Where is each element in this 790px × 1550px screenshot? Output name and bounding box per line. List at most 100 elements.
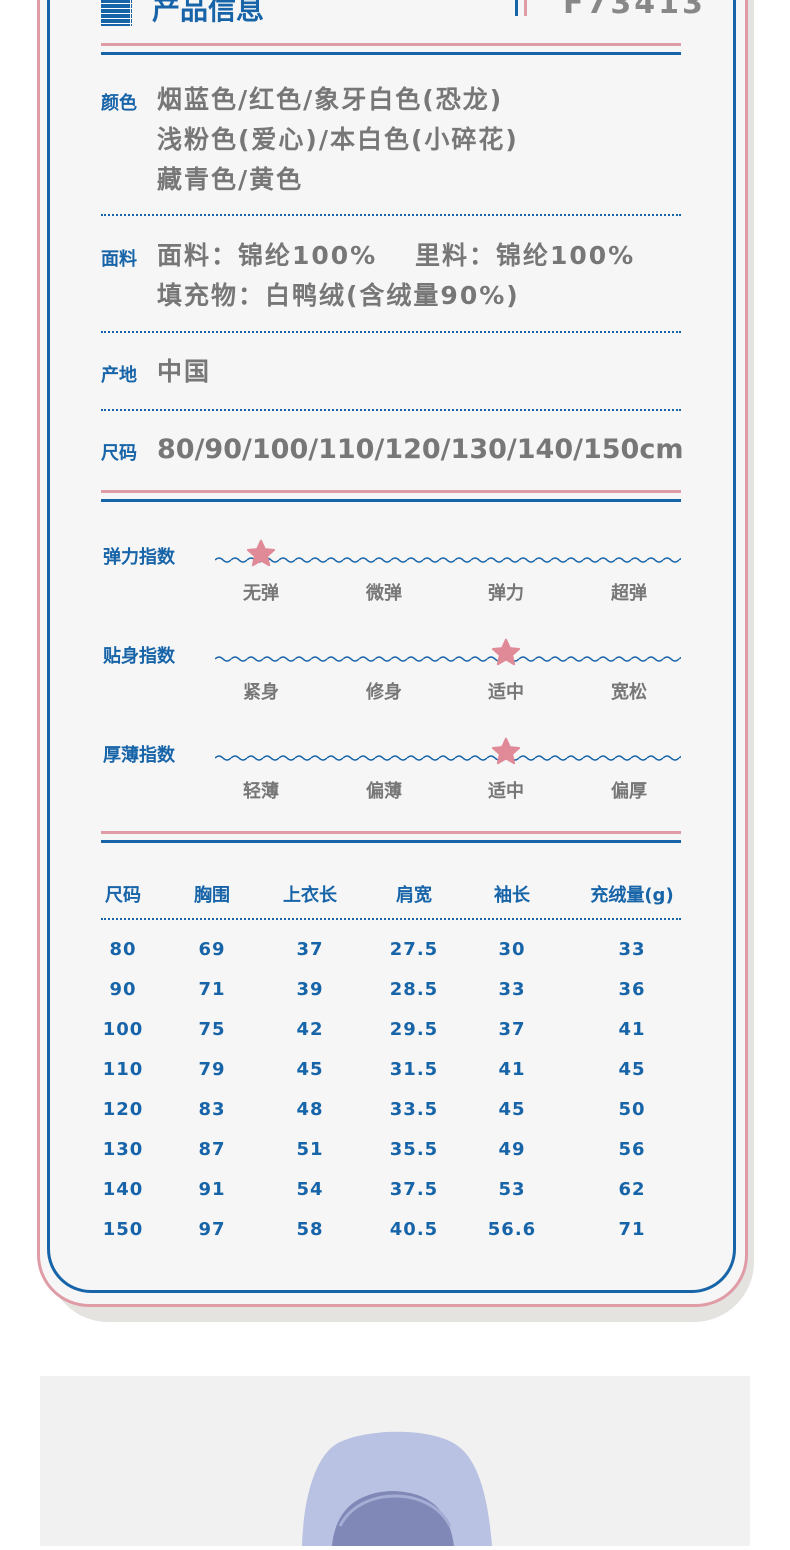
star-marker-icon <box>490 637 522 669</box>
index-option: 偏厚 <box>611 781 647 802</box>
star-marker-icon <box>245 538 277 570</box>
table-cell: 71 <box>618 1219 646 1240</box>
product-code: F73413 <box>563 0 706 21</box>
table-cell: 41 <box>618 1019 646 1040</box>
spec-value: 浅粉色(爱心)/本白色(小碎花) <box>157 125 519 154</box>
table-cell: 83 <box>198 1099 226 1120</box>
header-divider-pink <box>524 0 527 16</box>
table-cell: 33.5 <box>389 1099 439 1120</box>
index-option: 超弹 <box>611 583 647 604</box>
jacket-hood-image <box>302 1431 492 1546</box>
index-label: 弹力指数 <box>103 547 175 568</box>
document-icon <box>101 0 133 26</box>
index-option: 适中 <box>488 781 524 802</box>
spec-value: 藏青色/黄色 <box>157 165 304 194</box>
star-marker-icon <box>490 736 522 768</box>
table-cell: 29.5 <box>389 1019 439 1040</box>
table-header: 尺码 <box>105 885 141 906</box>
index-option: 微弹 <box>366 583 402 604</box>
table-cell: 45 <box>498 1099 526 1120</box>
table-cell: 140 <box>102 1179 144 1200</box>
table-cell: 31.5 <box>389 1059 439 1080</box>
table-cell: 41 <box>498 1059 526 1080</box>
spec-value: 面料：锦纶100% 里料：锦纶100% <box>157 241 636 270</box>
table-cell: 49 <box>498 1139 526 1160</box>
section-divider-pink <box>101 490 681 493</box>
table-cell: 87 <box>198 1139 226 1160</box>
dotted-divider <box>101 409 681 411</box>
index-option: 修身 <box>366 682 402 703</box>
table-cell: 40.5 <box>389 1219 439 1240</box>
table-cell: 53 <box>498 1179 526 1200</box>
spec-value: 填充物：白鸭绒(含绒量90%) <box>157 281 520 310</box>
table-cell: 42 <box>296 1019 324 1040</box>
table-cell: 71 <box>198 979 226 1000</box>
spec-label: 面料 <box>101 249 137 270</box>
index-option: 轻薄 <box>243 781 279 802</box>
index-option: 偏薄 <box>366 781 402 802</box>
table-cell: 120 <box>102 1099 144 1120</box>
spec-label: 尺码 <box>101 443 137 464</box>
table-cell: 62 <box>618 1179 646 1200</box>
table-cell: 100 <box>102 1019 144 1040</box>
table-cell: 58 <box>296 1219 324 1240</box>
table-header-divider <box>101 918 681 920</box>
index-option: 适中 <box>488 682 524 703</box>
dotted-divider <box>101 214 681 216</box>
index-wave-track <box>215 649 681 664</box>
header-title: 产品信息 <box>152 0 265 26</box>
table-header: 肩宽 <box>396 885 432 906</box>
section-divider-pink <box>101 831 681 834</box>
table-cell: 27.5 <box>389 939 439 960</box>
table-cell: 80 <box>109 939 137 960</box>
dotted-divider <box>101 331 681 333</box>
table-cell: 50 <box>618 1099 646 1120</box>
table-cell: 48 <box>296 1099 324 1120</box>
table-cell: 91 <box>198 1179 226 1200</box>
table-header: 胸围 <box>194 885 230 906</box>
section-divider-blue <box>101 840 681 843</box>
index-label: 厚薄指数 <box>103 745 175 766</box>
table-cell: 39 <box>296 979 324 1000</box>
index-option: 紧身 <box>243 682 279 703</box>
section-divider-blue <box>101 499 681 502</box>
table-cell: 33 <box>498 979 526 1000</box>
table-cell: 75 <box>198 1019 226 1040</box>
table-header: 袖长 <box>494 885 530 906</box>
card-outer-border <box>37 0 748 1307</box>
table-cell: 150 <box>102 1219 144 1240</box>
table-cell: 36 <box>618 979 646 1000</box>
spec-label: 产地 <box>101 365 137 386</box>
table-cell: 54 <box>296 1179 324 1200</box>
table-cell: 37 <box>296 939 324 960</box>
header-divider-blue <box>515 0 518 16</box>
index-option: 无弹 <box>243 583 279 604</box>
table-header: 上衣长 <box>283 885 337 906</box>
section-divider-pink <box>101 43 681 46</box>
spec-label: 颜色 <box>101 93 137 114</box>
table-cell: 37 <box>498 1019 526 1040</box>
table-cell: 69 <box>198 939 226 960</box>
table-cell: 30 <box>498 939 526 960</box>
table-cell: 130 <box>102 1139 144 1160</box>
spec-value: 烟蓝色/红色/象牙白色(恐龙) <box>157 85 504 114</box>
table-cell: 56.6 <box>487 1219 537 1240</box>
table-cell: 35.5 <box>389 1139 439 1160</box>
spec-value: 80/90/100/110/120/130/140/150cm <box>157 434 684 465</box>
table-cell: 45 <box>618 1059 646 1080</box>
section-divider-blue <box>101 52 681 55</box>
table-cell: 97 <box>198 1219 226 1240</box>
table-cell: 45 <box>296 1059 324 1080</box>
index-option: 弹力 <box>488 583 524 604</box>
table-cell: 56 <box>618 1139 646 1160</box>
table-cell: 37.5 <box>389 1179 439 1200</box>
table-cell: 79 <box>198 1059 226 1080</box>
card-inner-border <box>47 0 736 1293</box>
index-wave-track <box>215 550 681 565</box>
index-option: 宽松 <box>611 682 647 703</box>
table-cell: 28.5 <box>389 979 439 1000</box>
table-cell: 110 <box>102 1059 144 1080</box>
index-wave-track <box>215 748 681 763</box>
table-cell: 33 <box>618 939 646 960</box>
product-photo <box>40 1376 750 1546</box>
